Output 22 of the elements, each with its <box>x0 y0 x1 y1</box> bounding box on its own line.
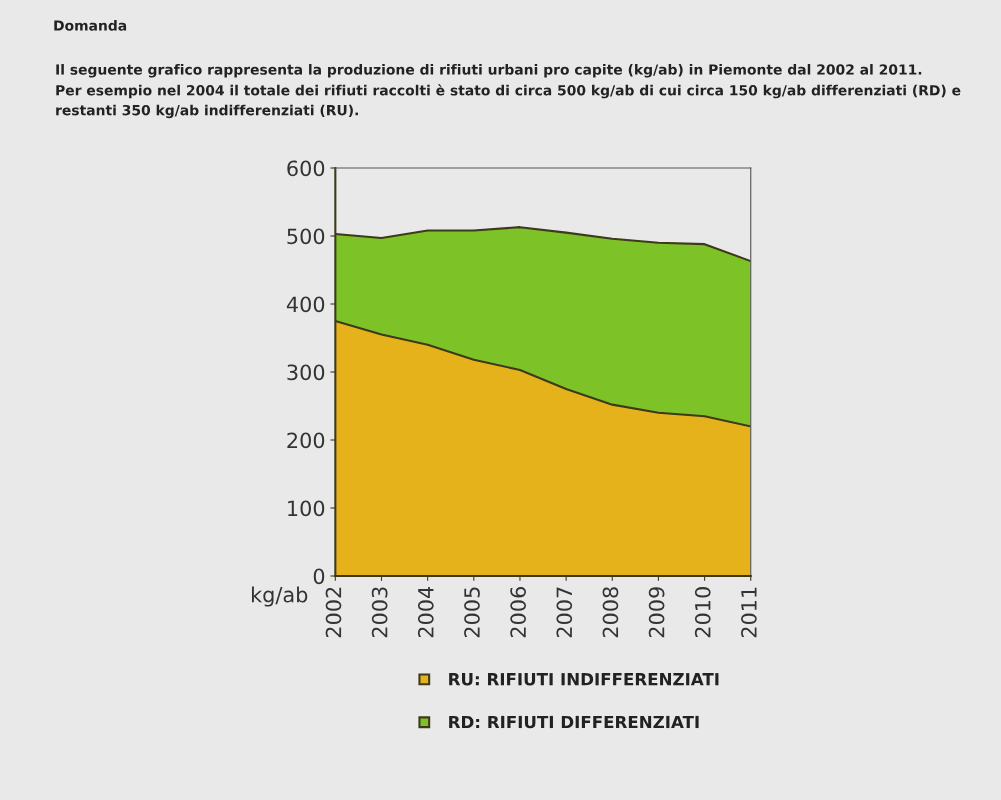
y-tick-label: 0 <box>313 568 325 585</box>
x-tick-label: 2004 <box>417 586 434 638</box>
y-axis-title: kg/ab <box>251 586 308 607</box>
x-tick-label: 2008 <box>602 587 619 638</box>
y-tick-label: 600 <box>287 160 325 177</box>
x-tick-label: 2003 <box>371 587 388 638</box>
y-tick-label: 100 <box>288 500 325 517</box>
x-tick-label: 2010 <box>694 587 711 638</box>
y-tick-label: 400 <box>286 296 325 313</box>
x-tick-label: 2011 <box>741 587 757 638</box>
text: Domanda <box>54 20 127 31</box>
legend-label: RU: RIFIUTI INDIFFERENZIATI <box>449 673 719 686</box>
y-tick-label: 500 <box>287 228 325 245</box>
x-tick-label: 2006 <box>510 587 527 638</box>
x-tick-label: 2002 <box>325 587 342 638</box>
x-tick-label: 2009 <box>648 587 665 638</box>
x-tick-label: 2005 <box>464 587 480 638</box>
y-tick-label: 300 <box>287 364 325 381</box>
chart-subtitle: Il seguente grafico rappresenta la produzione di rifiuti urbani pro capite (kg/ab) in Piemonte dal 2002 al 2011. Per esempio nel 2004 il totale dei rifiuti raccolti è stato di circa 500 kg/ab di cui circa 150 kg/ab differenziati (RD) e restanti 350 kg/ab indifferenziati (RU). <box>56 64 961 119</box>
x-tick-label: 2007 <box>556 587 573 638</box>
y-tick-label: 200 <box>287 432 325 449</box>
legend-label: RD: RIFIUTI DIFFERENZIATI <box>449 715 699 729</box>
